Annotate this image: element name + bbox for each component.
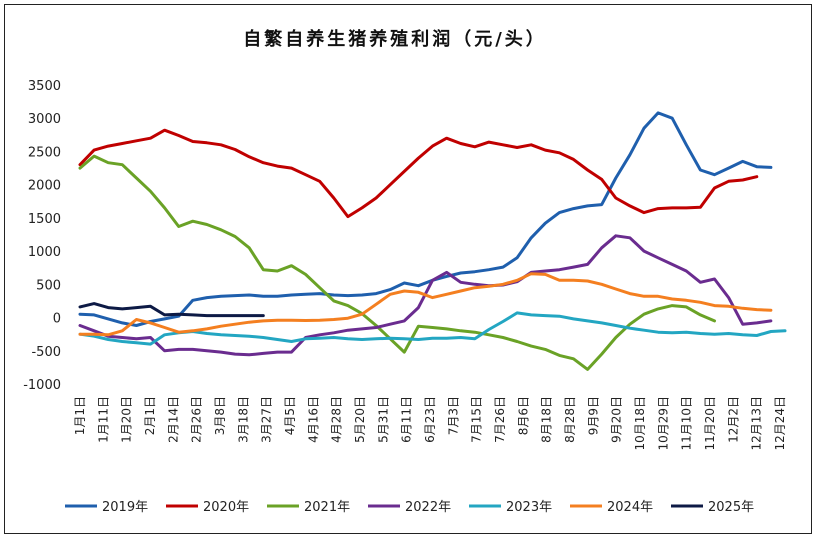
x-tick-label: 6月11日 [400,396,414,443]
x-tick-label: 10月29日 [656,396,670,451]
series-line-2021年 [78,154,716,371]
chart-frame: 自繁自养生猪养殖利润（元/头） 3500 3000 2500 2000 1500 1000… [4,4,812,534]
legend-label: 2023年 [506,500,552,515]
x-tick-label: 9月20日 [610,396,624,443]
y-tick-label: 1000 [28,245,61,260]
x-tick-label: 4月16日 [306,396,320,443]
x-tick-label: 7月26日 [493,396,507,443]
x-tick-label: 11月20日 [703,396,717,451]
x-tick-label: 8月6日 [516,396,530,435]
x-tick-label: 7月15日 [470,396,484,443]
x-tick-label: 2月26日 [190,396,204,443]
y-tick-label: 2500 [28,145,61,160]
series-line-2019年 [78,111,773,327]
x-tick-label: 6月23日 [423,396,437,443]
x-tick-label: 10月18日 [633,396,647,451]
y-axis-ticks: 3500 3000 2500 2000 1500 1000 500 0 -500 -1000 [23,79,61,393]
series-lines [78,111,787,371]
y-tick-label: 3500 [28,79,61,94]
x-tick-label: 5月20日 [353,396,367,443]
x-tick-label: 12月13日 [750,396,764,451]
x-tick-label: 1月20日 [120,396,134,443]
x-tick-label: 3月18日 [236,396,250,443]
legend-label: 2020年 [203,500,249,515]
legend-label: 2021年 [304,500,350,515]
x-tick-label: 2月14日 [166,396,180,443]
series-line-2020年 [78,128,759,219]
x-tick-label: 12月24日 [773,396,787,451]
x-tick-label: 12月2日 [726,396,740,443]
x-tick-label: 3月27日 [260,396,274,443]
x-tick-label: 8月28日 [563,396,577,443]
x-tick-label: 4月5日 [283,396,297,435]
y-tick-label: 2000 [28,179,61,194]
x-tick-label: 3月8日 [213,396,227,435]
y-tick-label: 3000 [28,112,61,127]
x-tick-label: 2月1日 [143,396,157,435]
chart-title: 自繁自养生猪养殖利润（元/头） [243,28,547,50]
y-tick-label: -1000 [23,378,61,393]
x-axis-ticks: 1月1日 1月11日 1月20日 2月1日 2月14日 2月26日 3月8日 3月18日 3月2… [73,396,787,451]
y-tick-label: -500 [31,345,61,360]
x-tick-label: 1月11日 [96,396,110,443]
legend-label: 2024年 [607,500,653,515]
y-tick-label: 1500 [28,212,61,227]
legend-label: 2019年 [102,500,148,515]
x-tick-label: 1月1日 [73,396,87,435]
x-tick-label: 5月31日 [376,396,390,443]
y-tick-label: 500 [36,278,61,293]
legend-label: 2025年 [708,500,754,515]
x-tick-label: 11月10日 [680,396,694,451]
series-line-2023年 [78,311,787,346]
x-tick-label: 7月3日 [446,396,460,435]
y-tick-label: 0 [53,312,61,327]
legend-label: 2022年 [405,500,451,515]
x-tick-label: 9月9日 [586,396,600,435]
series-line-2024年 [78,272,773,337]
legend: 2019年 2020年 2021年 2022年 2023年 2024年 2025年 [65,500,754,515]
x-tick-label: 8月18日 [540,396,554,443]
x-tick-label: 4月28日 [330,396,344,443]
chart-svg: 自繁自养生猪养殖利润（元/头） 3500 3000 2500 2000 1500 1000… [23,28,787,515]
series-line-2025年 [78,302,265,318]
